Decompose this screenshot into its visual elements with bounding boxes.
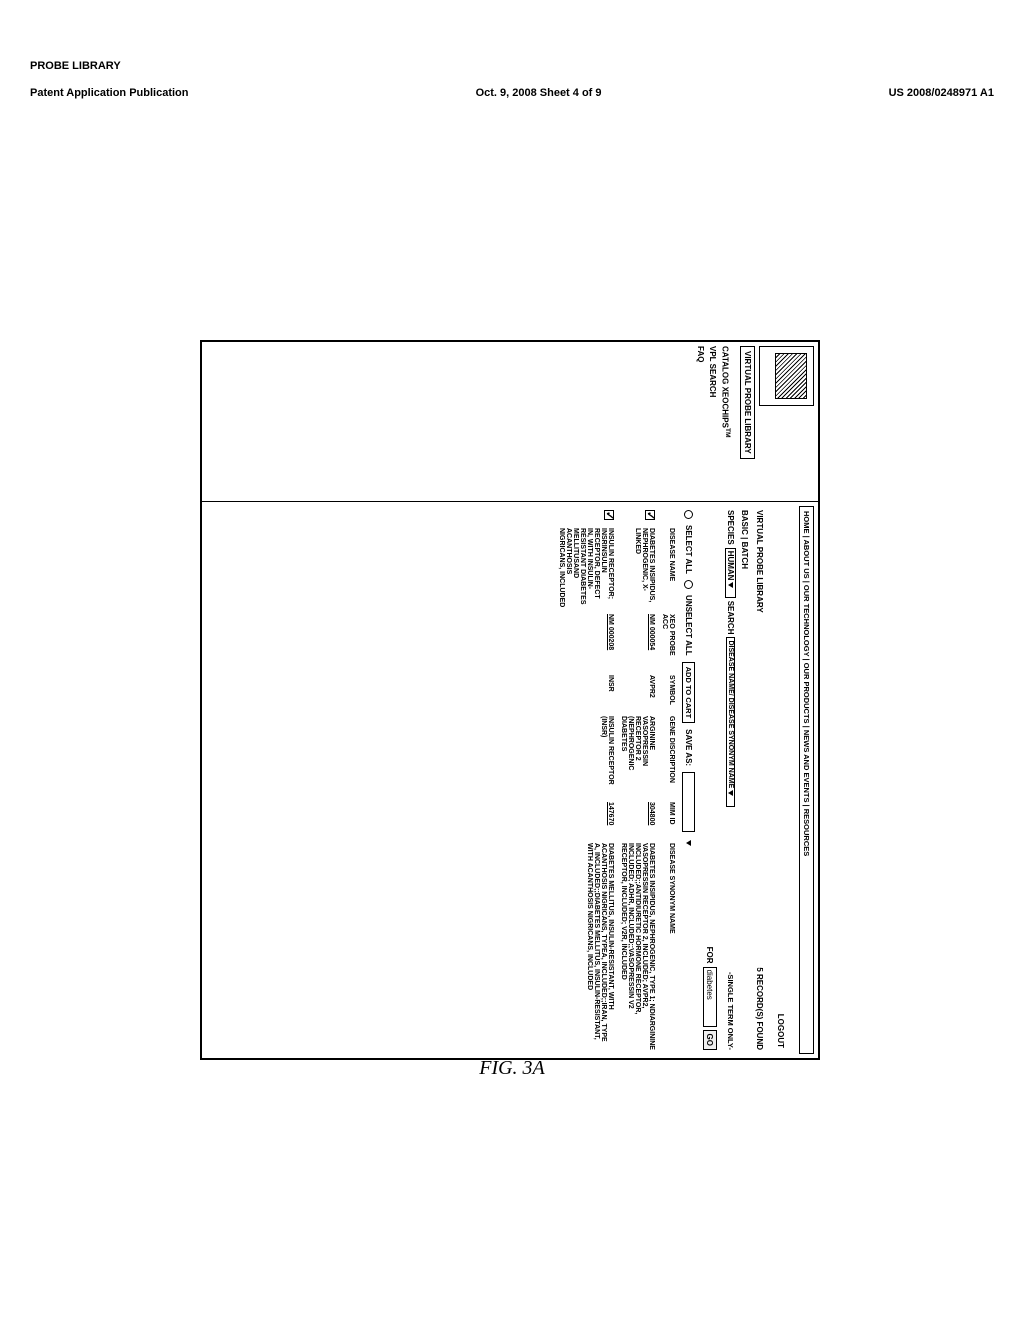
cell-disease: DIABETES INSIPIDUS, NEPHROGENIC, X-LINKE… <box>620 528 655 608</box>
for-label: FOR <box>706 947 715 964</box>
cell-mim[interactable]: 304800 <box>620 802 655 837</box>
cell-disease: INSULIN RECEPTOR; INSRINSULIN RECEPTOR, … <box>558 528 614 608</box>
save-as-input[interactable] <box>682 772 695 832</box>
col-syn: DISEASE SYNONYM NAME <box>661 843 675 1050</box>
page-header: PROBE LIBRARY <box>30 60 994 72</box>
row-checkbox[interactable] <box>604 510 614 520</box>
chevron-down-icon[interactable] <box>686 840 691 846</box>
col-mim: MIM ID <box>661 802 675 837</box>
cell-gdesc: ARGININE VASOPRESSIN RECEPTOR 2 (NEPHROG… <box>620 716 655 796</box>
save-as-label: SAVE AS: <box>684 729 693 766</box>
chevron-down-icon <box>728 582 733 588</box>
cell-acc[interactable]: NM 000208 <box>558 614 614 669</box>
cell-mim[interactable]: 147670 <box>558 802 614 837</box>
unselect-all-radio[interactable] <box>684 580 693 589</box>
link-faq[interactable]: FAQ <box>694 346 706 497</box>
cell-symbol: AVPR2 <box>620 675 655 710</box>
species-select[interactable]: HUMAN <box>725 548 736 598</box>
pub-left: Patent Application Publication <box>30 87 189 99</box>
col-symbol: SYMBOL <box>661 675 675 710</box>
table-header: DISEASE NAME XEO PROBE ACC SYMBOL GENE D… <box>658 510 678 1050</box>
single-term: -SINGLE TERM ONLY- <box>726 972 735 1050</box>
select-all-label: SELECT ALL <box>684 525 693 574</box>
action-row: SELECT ALL UNSELECT ALL ADD TO CART SAVE… <box>678 506 699 1054</box>
computer-icon <box>759 346 814 406</box>
searchby-select[interactable]: DISEASE NAME/ DISEASE SYNONYM NAME <box>726 637 735 807</box>
sidebar-links: CATALOG XEOCHIPSTM VPL SEARCH FAQ <box>686 346 740 497</box>
col-acc: XEO PROBE ACC <box>661 614 675 669</box>
right-column: HOME | ABOUT US | OUR TECHNOLOGY | OUR P… <box>202 502 818 1058</box>
go-button[interactable]: GO <box>703 1030 717 1050</box>
link-vpl-search[interactable]: VPL SEARCH <box>706 346 718 497</box>
for-row: FOR GO <box>699 506 721 1054</box>
search-label: SEARCH <box>726 601 735 635</box>
cell-acc[interactable]: NM 000054 <box>620 614 655 669</box>
cell-syn: DIABETES MELLITUS, INSULIN-RESISTANT, WI… <box>558 843 614 1050</box>
top-nav[interactable]: HOME | ABOUT US | OUR TECHNOLOGY | OUR P… <box>799 506 814 1054</box>
cell-syn: DIABETES INSIPIDUS, NEPHROGENIC, TYPE 1;… <box>620 843 655 1050</box>
left-column: VIRTUAL PROBE LIBRARY CATALOG XEOCHIPSTM… <box>202 342 818 502</box>
select-all-radio[interactable] <box>684 510 693 519</box>
col-disease: DISEASE NAME <box>661 528 675 608</box>
unselect-all-label: UNSELECT ALL <box>684 595 693 656</box>
mode-basic[interactable]: BASIC <box>740 510 749 535</box>
species-label: SPECIES <box>726 510 735 545</box>
cell-symbol: INSR <box>558 675 614 710</box>
link-catalog[interactable]: CATALOG XEOCHIPSTM <box>718 346 732 497</box>
col-gdesc: GENE DISCRIPTION <box>661 716 675 796</box>
pub-center: Oct. 9, 2008 Sheet 4 of 9 <box>476 87 602 99</box>
toolbar-title: VIRTUAL PROBE LIBRARY <box>755 510 764 613</box>
for-input[interactable] <box>703 967 717 1027</box>
tab-row: VIRTUAL PROBE LIBRARY <box>740 346 755 497</box>
results-table: DISEASE NAME XEO PROBE ACC SYMBOL GENE D… <box>206 506 678 1054</box>
toolbar: VIRTUAL PROBE LIBRARY 5 RECORD(S) FOUND <box>753 506 766 1054</box>
cell-gdesc: INSULIN RECEPTOR (INSR) <box>558 716 614 796</box>
table-row: DIABETES INSIPIDUS, NEPHROGENIC, X-LINKE… <box>617 510 658 1050</box>
logout-link[interactable]: LOGOUT <box>766 506 795 1054</box>
figure-label: FIG. 3A <box>479 1057 545 1080</box>
tab-vpl[interactable]: VIRTUAL PROBE LIBRARY <box>740 346 755 459</box>
row-checkbox[interactable] <box>645 510 655 520</box>
table-row: INSULIN RECEPTOR; INSRINSULIN RECEPTOR, … <box>555 510 617 1050</box>
mode-row: BASIC | BATCH <box>740 506 753 1054</box>
pub-line: Patent Application Publication Oct. 9, 2… <box>30 87 994 99</box>
chevron-down-icon <box>728 790 733 796</box>
pub-right: US 2008/0248971 A1 <box>889 87 994 99</box>
search-row: SPECIES HUMAN SEARCH DISEASE NAME/ DISEA… <box>721 506 740 1054</box>
app-frame: VIRTUAL PROBE LIBRARY CATALOG XEOCHIPSTM… <box>200 340 820 1060</box>
add-cart-button[interactable]: ADD TO CART <box>682 662 695 724</box>
mode-batch[interactable]: BATCH <box>740 542 749 569</box>
record-count: 5 RECORD(S) FOUND <box>755 967 764 1050</box>
